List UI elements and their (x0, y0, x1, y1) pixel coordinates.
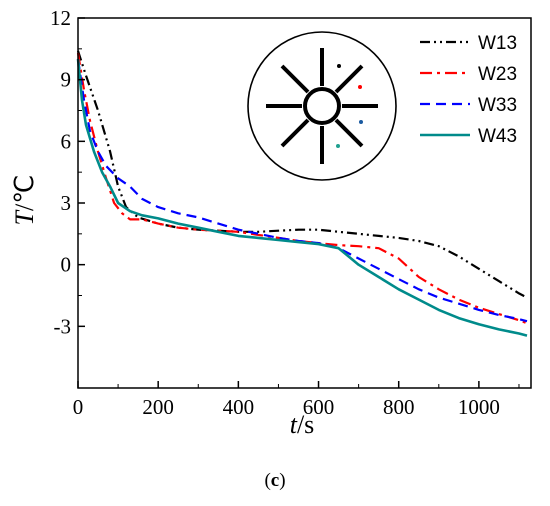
series-line-w23 (76, 52, 528, 325)
y-tick-label: -3 (54, 314, 72, 338)
x-axis-unit: /s (297, 410, 314, 439)
x-tick-label: 600 (303, 395, 335, 419)
series-layer (76, 50, 528, 337)
legend-label: W33 (478, 95, 517, 116)
series-line-w13 (76, 50, 528, 299)
inset-dot-w33 (359, 120, 363, 124)
y-axis-variable: T (10, 209, 39, 225)
inset-tube-circle (303, 87, 341, 125)
inset-dot-w23 (358, 85, 362, 89)
series-line-w33 (76, 58, 528, 323)
y-tick-label: 3 (61, 191, 72, 215)
inset-dot-w43 (336, 144, 340, 148)
panel-label-letter: c (270, 470, 280, 491)
x-tick-label: 400 (223, 395, 255, 419)
legend-item-w23: W23 (420, 64, 517, 85)
legend-item-w13: W13 (420, 33, 517, 54)
inset-outer-circle (247, 31, 397, 181)
series-line-w43 (76, 58, 528, 337)
inset-dot-w13 (337, 64, 341, 68)
legend-label: W13 (478, 33, 517, 54)
y-tick-label: 6 (61, 129, 72, 153)
sensor-layout-inset (247, 31, 397, 181)
x-tick-label: 0 (73, 395, 84, 419)
y-axis-unit: /℃ (10, 175, 39, 211)
panel-label: (c) (264, 470, 286, 491)
chart: 0 200 400 600 800 1000 -3 0 3 6 9 12 T/℃ t/s W13 W23… (10, 6, 532, 439)
legend-item-w43: W43 (420, 126, 517, 147)
x-tick-label: 200 (142, 395, 174, 419)
y-tick-label: 9 (61, 68, 72, 92)
inset-fins (266, 48, 378, 164)
y-tick-label: 12 (50, 6, 71, 30)
y-tick-label: 0 (61, 253, 72, 277)
y-axis-label: T/℃ (10, 175, 39, 226)
ticks-layer: 0 200 400 600 800 1000 -3 0 3 6 9 12 (50, 6, 520, 419)
legend-label: W43 (478, 126, 517, 147)
x-axis-variable: t (290, 410, 298, 439)
x-axis-label: t/s (290, 410, 315, 439)
legend-item-w33: W33 (420, 95, 517, 116)
legend: W13 W23 W33 W43 (420, 33, 517, 147)
x-tick-label: 800 (383, 395, 415, 419)
x-tick-label: 1000 (458, 395, 500, 419)
legend-label: W23 (478, 64, 517, 85)
